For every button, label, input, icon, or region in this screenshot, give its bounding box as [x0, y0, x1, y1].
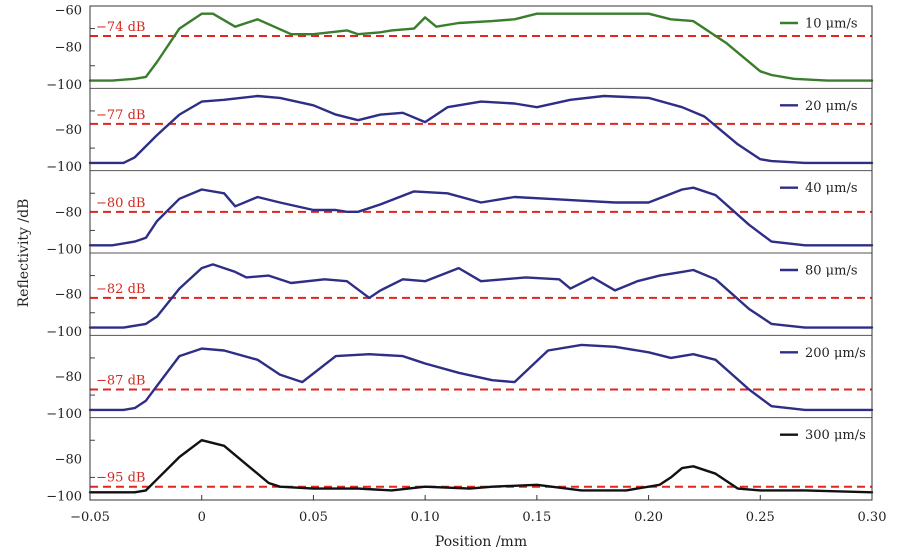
panel-4-legend-label: 200 μm/s: [805, 346, 866, 361]
panel-4-y-tick-label-1: −100: [46, 407, 82, 422]
panel-0-series-line: [88, 12, 874, 82]
frame-layer: [89, 5, 873, 501]
panel-5-series-line: [88, 439, 874, 494]
panel-2-y-tick-label-0: −80: [55, 205, 82, 220]
panel-0-legend-label: 10 μm/s: [805, 17, 858, 32]
panel-1-legend-label: 20 μm/s: [805, 99, 858, 114]
panel-4-series-line: [88, 343, 874, 412]
panel-1-y-tick-label-1: −100: [46, 160, 82, 175]
series-layer: [88, 12, 874, 494]
x-axis-label: Position /mm: [435, 534, 527, 550]
panel-2-legend-label: 40 μm/s: [805, 181, 858, 196]
panel-3-y-tick-label-1: −100: [46, 325, 82, 340]
panel-4-threshold-label: −87 dB: [96, 374, 145, 389]
x-tick-label-1: 0: [198, 510, 206, 525]
x-tick-label-0: −0.05: [70, 510, 110, 525]
panel-2-series-line: [88, 186, 874, 247]
x-tick-label-4: 0.15: [522, 510, 551, 525]
panel-5-y-tick-label-0: −80: [55, 452, 82, 467]
panel-1-series-line: [88, 94, 874, 165]
panel-0-y-tick-label-0: −60: [55, 4, 82, 19]
panel-0-y-tick-label-1: −80: [55, 41, 82, 56]
x-tick-label-2: 0.05: [299, 510, 328, 525]
panel-3-legend-label: 80 μm/s: [805, 264, 858, 279]
panel-1-threshold-label: −77 dB: [96, 108, 145, 123]
plot-frame: [89, 5, 873, 501]
x-tick-label-7: 0.30: [858, 510, 887, 525]
y-axis-label: Reflectivity /dB: [16, 199, 32, 308]
label-layer: −60 −80 −100 −74 dB 10 μm/s −80 −100 −77 dB 20 μ…: [46, 4, 886, 526]
panel-2-y-tick-label-1: −100: [46, 243, 82, 258]
x-tick-label-6: 0.25: [746, 510, 775, 525]
panel-0-threshold-label: −74 dB: [96, 20, 145, 35]
panel-5-y-tick-label-1: −100: [46, 490, 82, 505]
x-tick-label-5: 0.20: [634, 510, 663, 525]
panel-4-y-tick-label-0: −80: [55, 370, 82, 385]
panel-3-y-tick-label-0: −80: [55, 288, 82, 303]
panel-3-threshold-label: −82 dB: [96, 282, 145, 297]
panel-2-threshold-label: −80 dB: [96, 196, 145, 211]
panel-5-legend-label: 300 μm/s: [805, 428, 866, 443]
panel-0-y-tick-label-2: −100: [46, 78, 82, 93]
x-tick-label-3: 0.10: [411, 510, 440, 525]
panel-1-y-tick-label-0: −80: [55, 123, 82, 138]
panel-3-series-line: [88, 263, 874, 329]
threshold-layer: [90, 35, 872, 488]
panel-5-threshold-label: −95 dB: [96, 471, 145, 486]
